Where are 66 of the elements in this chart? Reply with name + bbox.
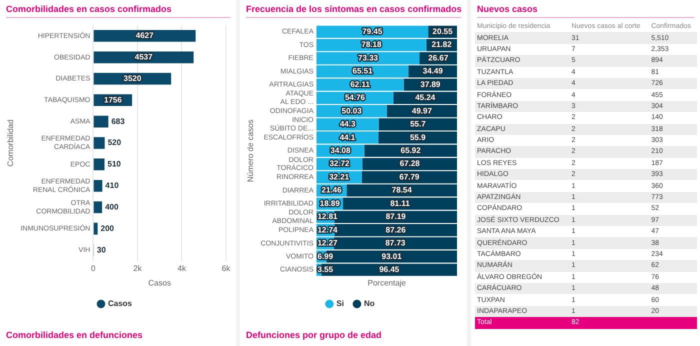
x-tick-label: 0: [90, 264, 96, 273]
data-label: 37.89: [420, 80, 441, 89]
data-label: 96.45: [379, 264, 400, 274]
data-label: 18.89: [320, 198, 340, 208]
data-label: 34.08: [330, 146, 351, 156]
bar: [94, 116, 108, 128]
data-label: 1756: [104, 95, 122, 104]
data-label: 30: [96, 245, 106, 254]
data-label: 21.82: [432, 40, 452, 50]
legend-label: No: [364, 299, 375, 308]
text: Nuevos casos: [477, 4, 694, 18]
bar: [94, 201, 102, 214]
bar: [94, 222, 98, 235]
data-label: 65.51: [352, 66, 374, 76]
x-tick-label: 4k: [178, 264, 187, 273]
data-label: 21.46: [322, 186, 342, 195]
data-label: 73.33: [358, 53, 379, 62]
chart-title: Frecuencia de los síntomas en casos confirmados: [246, 4, 462, 18]
legend-label: Casos: [108, 299, 133, 308]
text: Comorbilidades en defunciones: [6, 330, 143, 340]
data-label: 20.55: [432, 27, 454, 36]
legend-label: Si: [336, 299, 344, 308]
data-label: 50.03: [342, 106, 362, 116]
text: Defunciones por grupo de edad: [246, 330, 382, 340]
data-label: 44.3: [340, 120, 356, 129]
data-label: 4627: [136, 31, 154, 40]
data-label: 520: [108, 138, 122, 148]
data-label: 200: [100, 224, 115, 233]
data-label: 410: [105, 181, 120, 190]
data-label: 87.26: [386, 225, 406, 234]
data-label: 34.49: [422, 66, 444, 76]
x-tick-label: 6k: [222, 264, 232, 273]
bar: [94, 180, 102, 192]
data-label: 79.45: [362, 27, 383, 36]
bar: [94, 137, 105, 149]
y-axis-title: Número de casos: [246, 119, 256, 182]
data-label: 49.97: [412, 106, 432, 116]
data-label: 78.54: [392, 186, 412, 195]
y-axis-title: Comorbilidad: [6, 119, 16, 167]
x-axis-title: Porcentaje: [368, 278, 406, 288]
data-label: 510: [108, 160, 122, 169]
data-label: 65.92: [400, 146, 422, 156]
data-label: 87.73: [385, 238, 406, 248]
data-label: 45.24: [415, 93, 436, 102]
data-label: 87.19: [386, 212, 406, 222]
data-label: 67.28: [400, 159, 420, 168]
data-label: 4537: [134, 52, 154, 62]
data-label: 32.72: [329, 159, 350, 168]
data-label: 62.11: [350, 80, 370, 89]
data-label: 26.67: [428, 53, 449, 62]
data-label: 3520: [124, 74, 142, 83]
data-label: 32.21: [329, 172, 350, 182]
chart-title: Comorbilidades en casos confirmados: [6, 4, 230, 18]
data-label: 81.11: [390, 198, 410, 208]
data-label: 400: [105, 202, 119, 212]
data-label: 93.01: [382, 252, 402, 261]
data-label: 67.79: [399, 172, 420, 182]
data-label: 55.9: [410, 132, 426, 142]
data-label: 55.7: [410, 120, 426, 129]
x-axis-title: Casos: [148, 278, 171, 288]
data-label: 44.1: [340, 132, 356, 142]
data-label: 78.18: [361, 40, 382, 50]
data-label: 54.76: [344, 93, 366, 102]
bar: [94, 158, 105, 170]
data-label: 683: [111, 116, 126, 126]
x-tick-label: 2k: [133, 264, 143, 273]
